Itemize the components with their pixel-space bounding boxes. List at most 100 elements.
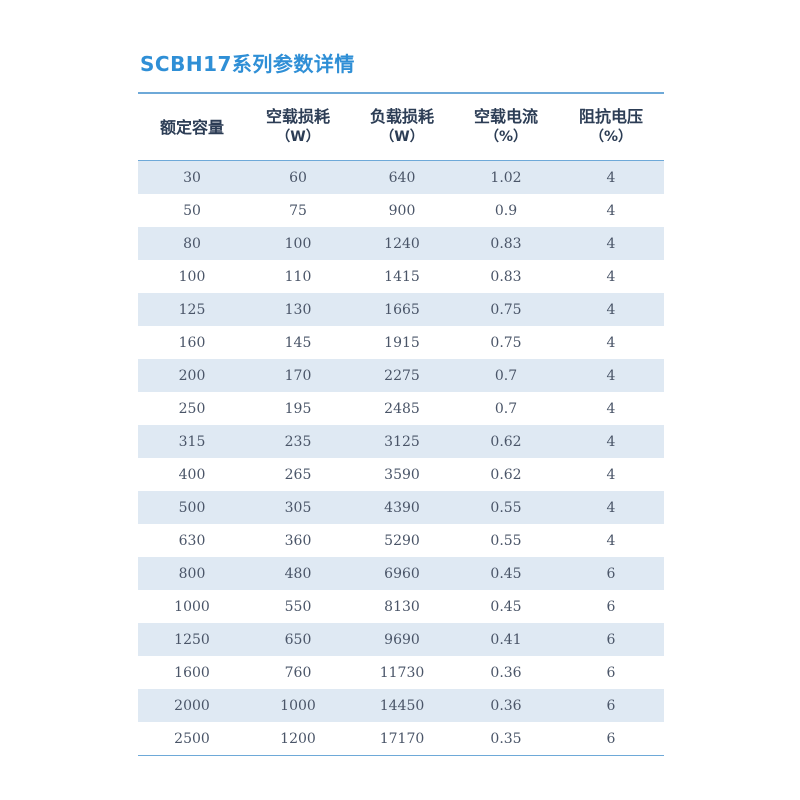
table-cell: 4 bbox=[606, 499, 616, 516]
table-cell: 200 bbox=[178, 367, 206, 384]
table-cell: 160 bbox=[178, 334, 206, 351]
table-cell: 4 bbox=[606, 202, 616, 219]
table-cell: 6 bbox=[606, 565, 616, 582]
table-cell: 2485 bbox=[384, 400, 420, 417]
table-row: 500 305 4390 0.55 4 bbox=[138, 491, 664, 524]
table-cell: 80 bbox=[183, 235, 201, 252]
table-cell: 400 bbox=[178, 466, 206, 483]
table-cell: 1600 bbox=[174, 664, 210, 681]
table-cell: 0.7 bbox=[494, 367, 518, 384]
table-cell: 800 bbox=[178, 565, 206, 582]
table-bottom-rule bbox=[138, 755, 664, 756]
table-cell: 630 bbox=[178, 532, 206, 549]
table-cell: 17170 bbox=[379, 730, 425, 747]
header-unit: （W） bbox=[380, 129, 424, 145]
table-row: 250 195 2485 0.7 4 bbox=[138, 392, 664, 425]
table-cell: 640 bbox=[388, 169, 416, 186]
table-cell: 4 bbox=[606, 433, 616, 450]
table-cell: 9690 bbox=[384, 631, 420, 648]
table-row: 100 110 1415 0.83 4 bbox=[138, 260, 664, 293]
table-cell: 0.75 bbox=[490, 301, 522, 318]
table-row: 2000 1000 14450 0.36 6 bbox=[138, 689, 664, 722]
table-cell: 4 bbox=[606, 532, 616, 549]
table-cell: 195 bbox=[284, 400, 312, 417]
table-row: 315 235 3125 0.62 4 bbox=[138, 425, 664, 458]
table-header-row: 额定容量 空载损耗 （W） 负载损耗 （W） 空载电流 （%） 阻抗电压 （%） bbox=[138, 94, 664, 160]
table-cell: 4 bbox=[606, 466, 616, 483]
table-cell: 6 bbox=[606, 697, 616, 714]
table-cell: 0.83 bbox=[490, 268, 522, 285]
table-row: 800 480 6960 0.45 6 bbox=[138, 557, 664, 590]
table-cell: 0.36 bbox=[490, 697, 522, 714]
table-cell: 4 bbox=[606, 169, 616, 186]
table-row: 2500 1200 17170 0.35 6 bbox=[138, 722, 664, 755]
table-cell: 1240 bbox=[384, 235, 420, 252]
table-cell: 1415 bbox=[384, 268, 420, 285]
table-cell: 0.55 bbox=[490, 532, 522, 549]
table-cell: 14450 bbox=[379, 697, 425, 714]
table-cell: 1000 bbox=[280, 697, 316, 714]
table-cell: 125 bbox=[178, 301, 206, 318]
table-cell: 550 bbox=[284, 598, 312, 615]
table-cell: 100 bbox=[284, 235, 312, 252]
table-cell: 900 bbox=[388, 202, 416, 219]
header-no-load-current: 空载电流 （%） bbox=[454, 106, 558, 148]
page-title: SCBH17系列参数详情 bbox=[140, 52, 355, 76]
table-cell: 0.83 bbox=[490, 235, 522, 252]
table-cell: 130 bbox=[284, 301, 312, 318]
table-row: 1000 550 8130 0.45 6 bbox=[138, 590, 664, 623]
table-cell: 0.75 bbox=[490, 334, 522, 351]
table-cell: 110 bbox=[284, 268, 312, 285]
table-cell: 3125 bbox=[384, 433, 420, 450]
table-cell: 4390 bbox=[384, 499, 420, 516]
table-row: 1600 760 11730 0.36 6 bbox=[138, 656, 664, 689]
table-cell: 305 bbox=[284, 499, 312, 516]
table-cell: 100 bbox=[178, 268, 206, 285]
table-cell: 4 bbox=[606, 268, 616, 285]
table-cell: 6960 bbox=[384, 565, 420, 582]
table-cell: 60 bbox=[289, 169, 307, 186]
table-cell: 0.41 bbox=[490, 631, 522, 648]
table-cell: 4 bbox=[606, 334, 616, 351]
table-cell: 0.45 bbox=[490, 598, 522, 615]
table-cell: 265 bbox=[284, 466, 312, 483]
table-cell: 760 bbox=[284, 664, 312, 681]
table-cell: 500 bbox=[178, 499, 206, 516]
table-cell: 11730 bbox=[379, 664, 425, 681]
table-cell: 4 bbox=[606, 301, 616, 318]
table-cell: 75 bbox=[289, 202, 307, 219]
table-cell: 2500 bbox=[174, 730, 210, 747]
header-unit: （W） bbox=[276, 129, 320, 145]
table-cell: 480 bbox=[284, 565, 312, 582]
table-cell: 4 bbox=[606, 367, 616, 384]
table-cell: 0.55 bbox=[490, 499, 522, 516]
table-row: 125 130 1665 0.75 4 bbox=[138, 293, 664, 326]
table-header-rule bbox=[138, 160, 664, 161]
table-cell: 650 bbox=[284, 631, 312, 648]
table-cell: 0.62 bbox=[490, 466, 522, 483]
table-cell: 170 bbox=[284, 367, 312, 384]
table-cell: 0.45 bbox=[490, 565, 522, 582]
table-cell: 8130 bbox=[384, 598, 420, 615]
table-cell: 0.36 bbox=[490, 664, 522, 681]
table-cell: 0.9 bbox=[494, 202, 518, 219]
table-cell: 6 bbox=[606, 664, 616, 681]
header-no-load-loss: 空载损耗 （W） bbox=[246, 106, 350, 148]
table-row: 400 265 3590 0.62 4 bbox=[138, 458, 664, 491]
table-cell: 6 bbox=[606, 598, 616, 615]
table-row: 200 170 2275 0.7 4 bbox=[138, 359, 664, 392]
table-cell: 1200 bbox=[280, 730, 316, 747]
table-cell: 360 bbox=[284, 532, 312, 549]
table-cell: 6 bbox=[606, 631, 616, 648]
table-cell: 1000 bbox=[174, 598, 210, 615]
table-body: 30 60 640 1.02 4 50 75 900 0.9 4 80 100 1240 0.83 4 100… bbox=[138, 161, 664, 755]
table-cell: 0.35 bbox=[490, 730, 522, 747]
table-cell: 1.02 bbox=[490, 169, 522, 186]
table-cell: 145 bbox=[284, 334, 312, 351]
table-top-rule bbox=[138, 92, 664, 94]
table-cell: 4 bbox=[606, 400, 616, 417]
table-cell: 235 bbox=[284, 433, 312, 450]
table-row: 630 360 5290 0.55 4 bbox=[138, 524, 664, 557]
table-cell: 5290 bbox=[384, 532, 420, 549]
spec-table: 额定容量 空载损耗 （W） 负载损耗 （W） 空载电流 （%） 阻抗电压 （%）… bbox=[138, 92, 664, 756]
